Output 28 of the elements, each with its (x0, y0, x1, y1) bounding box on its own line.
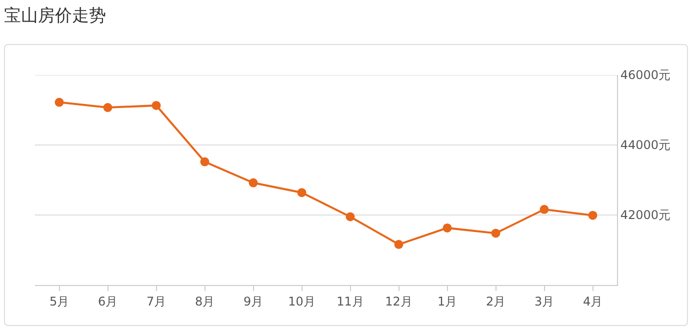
y-tick-label: 46000元 (620, 68, 671, 82)
chart-title: 宝山房价走势 (4, 5, 106, 27)
x-tick-label: 11月 (336, 294, 364, 308)
point (346, 212, 355, 222)
x-tick-label: 5月 (49, 294, 70, 308)
point (588, 210, 598, 220)
x-tick-label: 3月 (534, 294, 554, 308)
point (491, 228, 500, 238)
point (540, 204, 549, 214)
x-tick-label: 10月 (288, 294, 316, 308)
point (152, 100, 161, 110)
x-tick-label: 4月 (582, 294, 603, 308)
point (103, 103, 112, 112)
x-tick-label: 9月 (243, 294, 264, 308)
point (248, 178, 258, 188)
point (394, 240, 404, 249)
x-tick-label: 1月 (437, 294, 458, 308)
x-tick-label: 8月 (194, 294, 215, 308)
x-tick-label: 12月 (385, 294, 412, 308)
y-tick-label: 44000元 (620, 138, 671, 152)
x-tick-label: 2月 (486, 294, 506, 308)
point (442, 223, 452, 232)
point (200, 157, 210, 166)
x-tick-label: 6月 (98, 294, 118, 308)
point (297, 188, 306, 198)
point (54, 98, 64, 107)
y-tick-label: 42000元 (620, 208, 671, 222)
x-tick-label: 7月 (146, 294, 166, 308)
